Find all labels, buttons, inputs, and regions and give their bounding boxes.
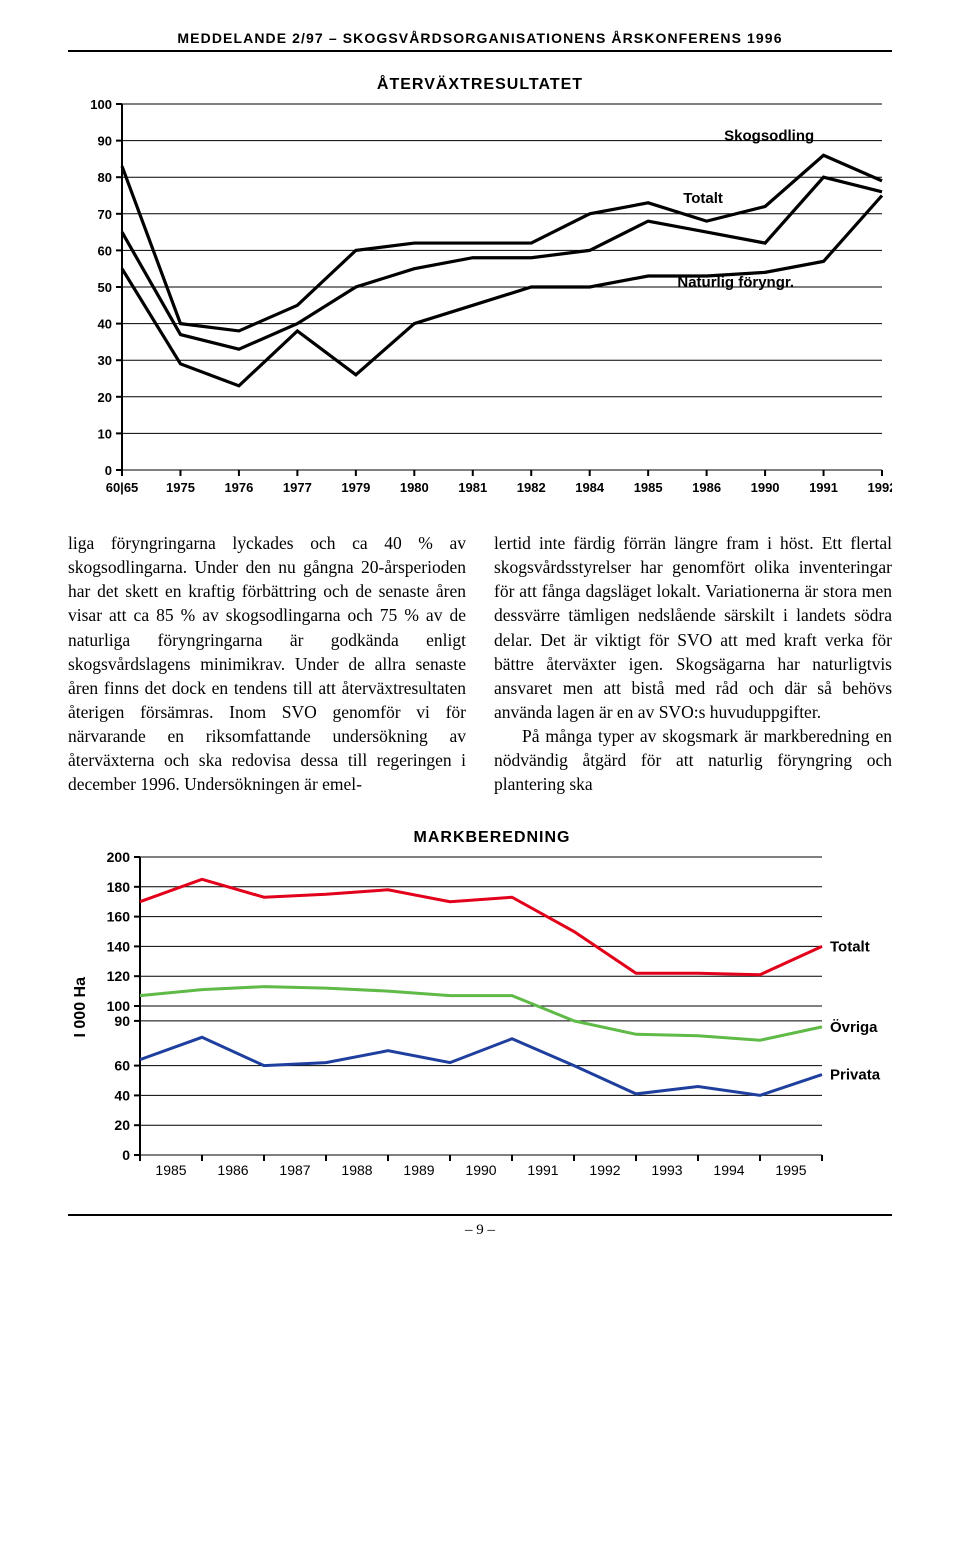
svg-text:120: 120 bbox=[107, 968, 131, 984]
svg-text:100: 100 bbox=[107, 998, 131, 1014]
svg-text:60|65: 60|65 bbox=[106, 480, 139, 495]
svg-text:1985: 1985 bbox=[155, 1162, 186, 1178]
svg-text:1995: 1995 bbox=[775, 1162, 806, 1178]
svg-text:140: 140 bbox=[107, 938, 131, 954]
svg-text:Totalt: Totalt bbox=[830, 938, 870, 955]
svg-text:60: 60 bbox=[114, 1057, 130, 1073]
svg-text:1991: 1991 bbox=[527, 1162, 558, 1178]
svg-text:1989: 1989 bbox=[403, 1162, 434, 1178]
svg-text:1980: 1980 bbox=[400, 480, 429, 495]
svg-text:1990: 1990 bbox=[751, 480, 780, 495]
svg-text:Totalt: Totalt bbox=[683, 190, 723, 207]
svg-text:1991: 1991 bbox=[809, 480, 838, 495]
svg-text:1988: 1988 bbox=[341, 1162, 372, 1178]
svg-text:90: 90 bbox=[98, 134, 112, 149]
svg-text:1992: 1992 bbox=[589, 1162, 620, 1178]
svg-text:1976: 1976 bbox=[224, 480, 253, 495]
svg-text:Naturlig föryngr.: Naturlig föryngr. bbox=[677, 274, 794, 291]
footer-rule bbox=[68, 1214, 892, 1216]
svg-text:10: 10 bbox=[98, 426, 112, 441]
svg-text:1984: 1984 bbox=[575, 480, 605, 495]
svg-text:40: 40 bbox=[114, 1087, 130, 1103]
chart-atervaxt: ÅTERVÄXTRESULTATET 0 10 20 30 40 50 60 70 80 90 10… bbox=[68, 76, 892, 503]
chart2-yaxis-label: I 000 Ha bbox=[68, 977, 92, 1037]
header-rule bbox=[68, 50, 892, 52]
svg-text:70: 70 bbox=[98, 207, 112, 222]
chart2-svg: 0 20 40 60 90100 120 140 160 180 200 1985 1986 1987 1… bbox=[92, 851, 892, 1181]
svg-text:0: 0 bbox=[122, 1147, 130, 1163]
svg-text:1990: 1990 bbox=[465, 1162, 496, 1178]
svg-text:50: 50 bbox=[98, 280, 112, 295]
svg-text:60: 60 bbox=[98, 243, 112, 258]
svg-text:1993: 1993 bbox=[651, 1162, 682, 1178]
body-text: liga föryngringarna lyckades och ca 40 %… bbox=[68, 531, 892, 797]
page-number: – 9 – bbox=[68, 1222, 892, 1239]
svg-text:0: 0 bbox=[105, 463, 112, 478]
svg-text:80: 80 bbox=[98, 170, 112, 185]
svg-text:30: 30 bbox=[98, 353, 112, 368]
page-header: MEDDELANDE 2/97 – SKOGSVÅRDSORGANISATION… bbox=[68, 30, 892, 46]
svg-text:40: 40 bbox=[98, 317, 112, 332]
svg-text:1982: 1982 bbox=[517, 480, 546, 495]
chart-markberedning: I 000 Ha MARKBEREDNING 0 20 40 60 90100 120 14… bbox=[68, 829, 892, 1186]
svg-text:1981: 1981 bbox=[458, 480, 487, 495]
svg-text:1992: 1992 bbox=[868, 480, 892, 495]
chart2-title: MARKBEREDNING bbox=[92, 829, 892, 847]
svg-text:1994: 1994 bbox=[713, 1162, 744, 1178]
svg-text:Övriga: Övriga bbox=[830, 1018, 878, 1035]
svg-text:1987: 1987 bbox=[279, 1162, 310, 1178]
svg-text:20: 20 bbox=[114, 1117, 130, 1133]
svg-text:1977: 1977 bbox=[283, 480, 312, 495]
body-col-1: liga föryngringarna lyckades och ca 40 %… bbox=[68, 531, 466, 797]
svg-text:1986: 1986 bbox=[692, 480, 721, 495]
svg-text:1985: 1985 bbox=[634, 480, 663, 495]
svg-text:20: 20 bbox=[98, 390, 112, 405]
chart1-svg: 0 10 20 30 40 50 60 70 80 90 100 60|65 1975 1976 1977 1… bbox=[68, 98, 892, 498]
svg-text:1979: 1979 bbox=[341, 480, 370, 495]
svg-text:Skogsodling: Skogsodling bbox=[724, 128, 814, 145]
chart1-title: ÅTERVÄXTRESULTATET bbox=[68, 76, 892, 94]
svg-text:1975: 1975 bbox=[166, 480, 195, 495]
svg-text:200: 200 bbox=[107, 851, 131, 865]
svg-text:Privata: Privata bbox=[830, 1066, 881, 1083]
svg-text:1986: 1986 bbox=[217, 1162, 248, 1178]
svg-text:100: 100 bbox=[90, 98, 112, 112]
svg-text:160: 160 bbox=[107, 908, 131, 924]
body-col-2: lertid inte färdig förrän längre fram i … bbox=[494, 531, 892, 797]
svg-text:90: 90 bbox=[114, 1012, 130, 1028]
svg-text:180: 180 bbox=[107, 878, 131, 894]
